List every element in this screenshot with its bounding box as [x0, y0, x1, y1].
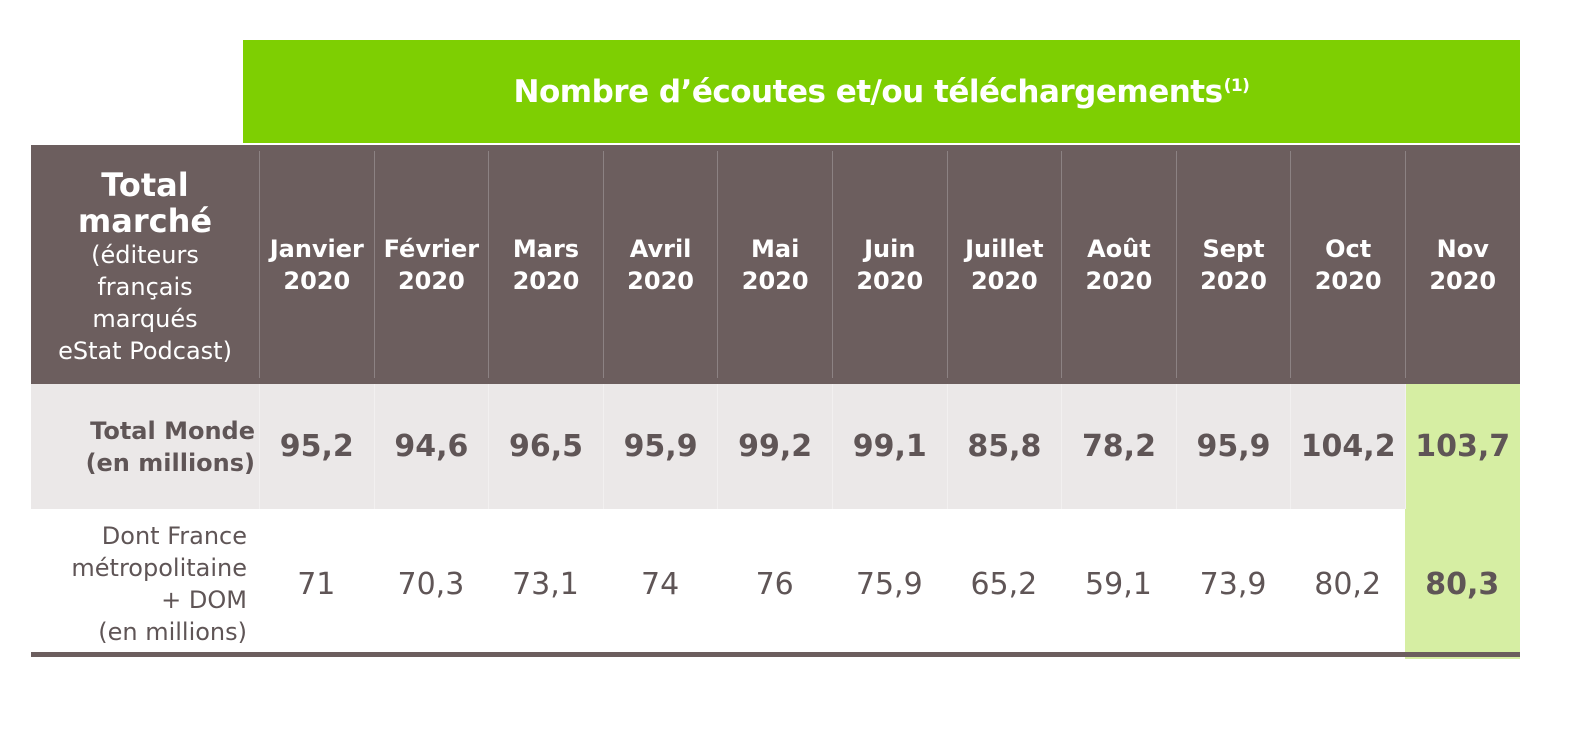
column-header-month: Avril: [629, 234, 692, 263]
table-cell: 70,3: [397, 566, 465, 602]
table-cell: 95,9: [1175, 384, 1291, 509]
header-label-sub-4: eStat Podcast): [58, 336, 232, 365]
column-header-month: Janvier: [269, 234, 364, 263]
column-header-month: Juillet: [965, 234, 1044, 263]
table-row-total-monde: Total Monde (en millions) 95,2 94,6 96,5 95,…: [31, 384, 1520, 509]
column-header: Oct 2020: [1290, 151, 1405, 378]
header-label-sub-2: français: [97, 272, 193, 301]
column-header-month: Nov: [1436, 234, 1489, 263]
column-header-month: Oct: [1325, 234, 1372, 263]
table-cell: 103,7: [1404, 384, 1520, 509]
table-title: Nombre d’écoutes et/ou téléchargements: [513, 73, 1224, 110]
column-header-year: 2020: [397, 266, 465, 295]
row-label-line: Dont France: [101, 522, 247, 550]
table-cell: 74: [640, 566, 680, 602]
table-cell: 65,2: [970, 566, 1038, 602]
column-header-year: 2020: [1429, 266, 1497, 295]
row-label-total-monde: Total Monde (en millions): [31, 384, 259, 509]
column-header: Juillet 2020: [946, 151, 1062, 378]
column-header-month: Février: [383, 234, 480, 263]
column-header-month: Août: [1087, 234, 1151, 263]
column-header-year: 2020: [1085, 266, 1153, 295]
table-cell: 78,2: [1061, 384, 1176, 509]
column-header-month: Mai: [751, 234, 800, 263]
column-header: Mars 2020: [488, 151, 603, 378]
table-cell: 94,6: [373, 384, 489, 509]
column-header-year: 2020: [970, 266, 1038, 295]
column-header-year: 2020: [1200, 266, 1267, 295]
table-cell: 73,9: [1199, 566, 1267, 602]
column-header-month: Sept: [1202, 234, 1265, 263]
table-cell: 80,3: [1404, 509, 1520, 659]
column-header: Avril 2020: [602, 151, 718, 378]
column-header: Février 2020: [373, 151, 489, 378]
table-cell: 85,8: [946, 384, 1062, 509]
table-cell: 104,2: [1290, 384, 1405, 509]
row-label-line: (en millions): [85, 448, 255, 477]
header-label: Total marché (éditeurs français marqués …: [31, 145, 259, 384]
column-header-year: 2020: [627, 266, 694, 295]
row-label-line: + DOM: [161, 586, 247, 614]
table-cell: 95,2: [259, 384, 374, 509]
table-cell: 80,2: [1314, 566, 1382, 602]
column-header-month: Mars: [512, 234, 580, 263]
header-label-title-1: Total: [101, 165, 189, 204]
header-row: Total marché (éditeurs français marqués …: [31, 145, 1520, 384]
table-cell: 73,1: [512, 566, 579, 602]
table-cell: 99,1: [831, 384, 947, 509]
column-header: Sept 2020: [1175, 151, 1291, 378]
header-label-title-2: marché: [77, 201, 213, 240]
row-label-france: Dont France métropolitaine + DOM (en millio…: [31, 509, 259, 659]
table-cell: 59,1: [1085, 566, 1152, 602]
column-header: Juin 2020: [831, 151, 947, 378]
header-label-sub-3: marqués: [92, 304, 198, 333]
table-title-banner: Nombre d’écoutes et/ou téléchargements (1…: [243, 40, 1520, 143]
row-label-line: métropolitaine: [71, 554, 247, 582]
bottom-rule: [31, 652, 1520, 657]
column-header: Nov 2020: [1404, 151, 1520, 378]
column-header-year: 2020: [283, 266, 351, 295]
column-header-month: Juin: [864, 234, 916, 263]
footnote-marker: (1): [1223, 75, 1250, 96]
table-cell: 76: [755, 566, 794, 602]
column-header: Août 2020: [1061, 151, 1176, 378]
table-cell: 71: [297, 566, 336, 602]
row-label-line: (en millions): [98, 618, 247, 646]
table-cell: 95,9: [602, 384, 718, 509]
column-header-year: 2020: [856, 266, 924, 295]
column-header: Janvier 2020: [259, 151, 374, 378]
column-header-year: 2020: [1314, 266, 1382, 295]
table-cell: 96,5: [488, 384, 603, 509]
row-label-line: Total Monde: [90, 416, 255, 445]
column-header: Mai 2020: [717, 151, 832, 378]
header-label-sub-1: (éditeurs: [91, 240, 199, 269]
column-header-year: 2020: [741, 266, 809, 295]
table-row-france: Dont France métropolitaine + DOM (en millio…: [31, 509, 1520, 659]
table-cell: 75,9: [855, 566, 923, 602]
table-cell: 99,2: [717, 384, 832, 509]
audience-table: Total marché (éditeurs français marqués …: [31, 145, 1520, 659]
column-header-year: 2020: [512, 266, 580, 295]
